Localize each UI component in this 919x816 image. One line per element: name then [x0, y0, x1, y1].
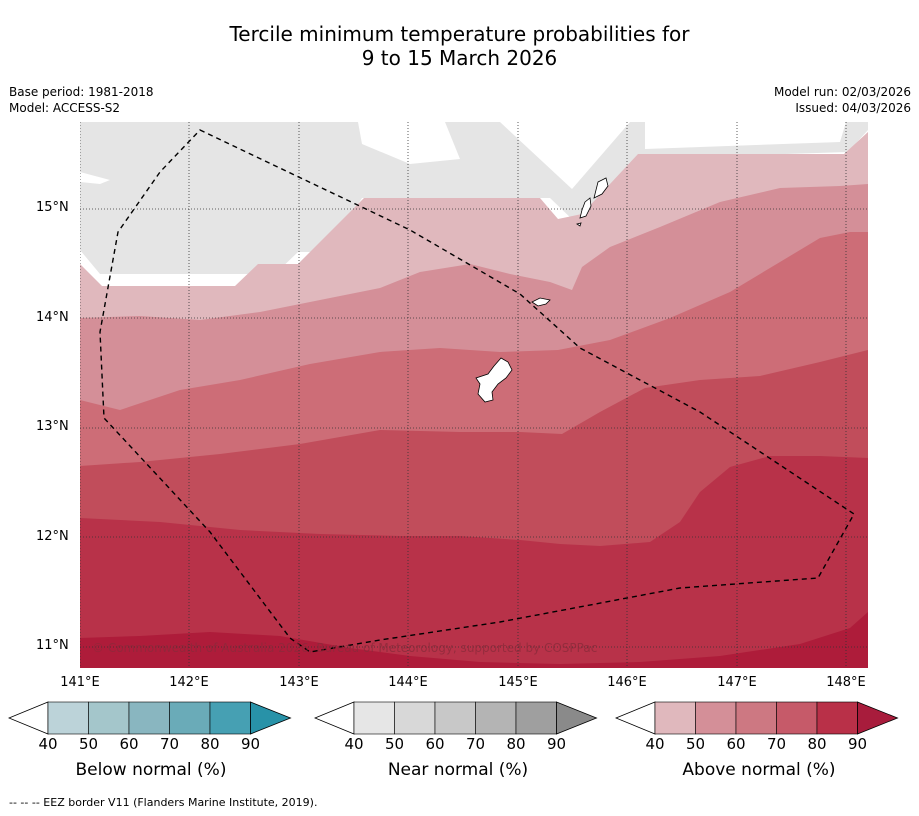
colorbar-above-tick: 50: [685, 735, 706, 753]
base-period: Base period: 1981-2018: [9, 85, 154, 99]
colorbar-near-tick: 50: [384, 735, 405, 753]
white-gap-patch: [80, 172, 110, 184]
lat-label-12: 12°N: [36, 529, 69, 544]
lon-label-143: 143°E: [279, 675, 319, 690]
lon-label-146: 146°E: [607, 675, 647, 690]
colorbar-above-segment: [776, 701, 818, 735]
lon-label-145: 145°E: [498, 675, 538, 690]
colorbar-near-segment: [515, 701, 557, 735]
colorbar-below-tick: 80: [200, 735, 220, 753]
colorbar-near-segment: [434, 701, 476, 735]
colorbar-below-tick: 60: [119, 735, 139, 753]
colorbar-below-low-arrow: [8, 701, 49, 735]
colorbar-near-low-arrow: [314, 701, 355, 735]
colorbar-above-title: Above normal (%): [682, 760, 836, 780]
colorbar-below-segment: [169, 701, 211, 735]
lat-label-13: 13°N: [36, 419, 69, 434]
colorbar-above-high-arrow: [857, 701, 899, 735]
eez-border: [99, 129, 855, 653]
colorbar-above: [615, 701, 899, 735]
colorbar-above-segment: [695, 701, 737, 735]
lon-label-142: 142°E: [169, 675, 209, 690]
guam-island: [475, 357, 513, 403]
lat-label-14: 14°N: [36, 310, 69, 325]
rota-island: [531, 297, 551, 307]
probability-map: [80, 122, 868, 668]
saipan-island: [593, 177, 609, 199]
colorbar-above-segment: [735, 701, 777, 735]
colorbar-below-title: Below normal (%): [75, 760, 227, 780]
colorbar-below-tick: 40: [38, 735, 58, 753]
colorbar-above-tick: 80: [807, 735, 827, 753]
colorbar-above-tick: 70: [766, 735, 787, 753]
gridlines: [80, 122, 868, 668]
colorbar-below-tick: 90: [240, 735, 261, 753]
lon-label-147: 147°E: [717, 675, 757, 690]
colorbar-near-title: Near normal (%): [387, 760, 529, 780]
model-name: Model: ACCESS-S2: [9, 101, 121, 115]
lon-label-141: 141°E: [60, 675, 100, 690]
lat-label-11: 11°N: [36, 638, 69, 653]
colorbar-above-low-arrow: [615, 701, 656, 735]
colorbar-near-segment: [394, 701, 436, 735]
model-run: Model run: 02/03/2026: [773, 85, 911, 99]
colorbar-below-segment: [209, 701, 251, 735]
lon-label-148: 148°E: [826, 675, 866, 690]
above-normal-90-region: [80, 612, 868, 668]
colorbar-below-segment: [88, 701, 130, 735]
colorbar-near-tick: 70: [465, 735, 486, 753]
colorbar-above-tick: 60: [726, 735, 746, 753]
above-normal-80-region: [80, 456, 868, 668]
colorbar-below-segment: [128, 701, 170, 735]
colorbar-near-high-arrow: [556, 701, 598, 735]
colorbar-near-tick: 80: [506, 735, 526, 753]
meta-right: Model run: 02/03/2026 Issued: 04/03/2026: [774, 84, 911, 116]
tinian-island: [579, 197, 592, 219]
colorbar-above-tick: 90: [847, 735, 868, 753]
title-line-2: 9 to 15 March 2026: [361, 46, 558, 70]
colorbar-near-tick: 90: [546, 735, 567, 753]
aguijan-island: [576, 222, 582, 227]
copyright-notice: © Commonwealth of Australia 2026, Bureau…: [92, 641, 598, 655]
lon-label-144: 144°E: [388, 675, 428, 690]
meta-left: Base period: 1981-2018 Model: ACCESS-S2: [9, 84, 154, 116]
colorbar-near-segment: [475, 701, 517, 735]
title-line-1: Tercile minimum temperature probabilitie…: [229, 22, 690, 46]
colorbar-near: [314, 701, 598, 735]
colorbar-below-segment: [47, 701, 89, 735]
colorbar-near-segment: [353, 701, 395, 735]
colorbar-below-high-arrow: [250, 701, 292, 735]
colorbar-above-segment: [654, 701, 696, 735]
colorbar-above-tick: 40: [645, 735, 665, 753]
colorbar-below: [8, 701, 292, 735]
eez-legend-footer: -- -- -- EEZ border V11 (Flanders Marine…: [9, 796, 318, 809]
islands: [475, 177, 609, 403]
colorbar-below-tick: 50: [78, 735, 99, 753]
colorbar-below-tick: 70: [159, 735, 180, 753]
colorbar-above-segment: [816, 701, 858, 735]
colorbar-near-tick: 40: [344, 735, 364, 753]
colorbar-near-tick: 60: [425, 735, 445, 753]
issued-date: Issued: 04/03/2026: [795, 101, 911, 115]
lat-label-15: 15°N: [36, 200, 69, 215]
chart-title: Tercile minimum temperature probabilitie…: [0, 22, 919, 70]
